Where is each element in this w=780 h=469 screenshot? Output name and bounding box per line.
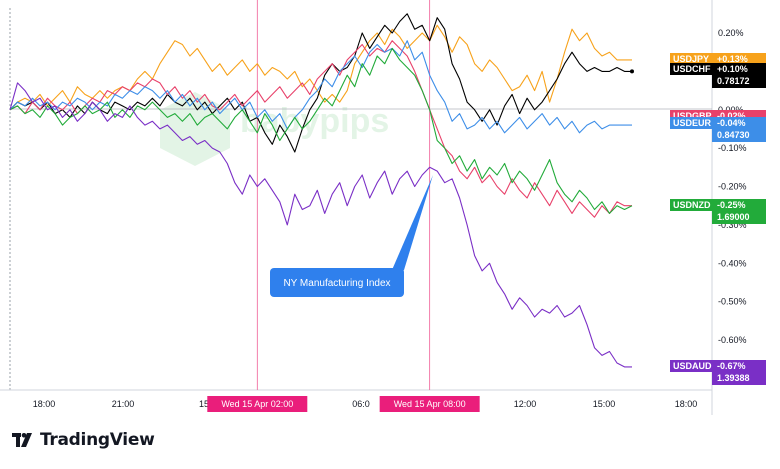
series-line-usdjpy (9, 24, 632, 111)
price-tag-symbol: USDJPY (673, 54, 709, 64)
y-tick-label: -0.20% (718, 182, 747, 192)
y-tick-label: 0.20% (718, 28, 744, 38)
annotation-callout: NY Manufacturing Index (270, 175, 433, 297)
date-marker-tag-bg (207, 396, 308, 412)
price-tag-price: 1.69000 (717, 212, 750, 222)
x-tick-label: 06:0 (352, 399, 370, 409)
tradingview-logo-icon (12, 433, 32, 447)
y-tick-label: -0.10% (718, 143, 747, 153)
price-tag-price: 0.84730 (717, 130, 750, 140)
x-tick-label: 21:00 (112, 399, 135, 409)
price-tag-symbol: USDGBP (673, 111, 712, 121)
y-tick-label: -0.30% (718, 220, 747, 230)
price-tag-value-bg (712, 360, 766, 385)
price-tag-percent: -0.04% (717, 118, 746, 128)
series-line-usdchf (9, 13, 632, 153)
price-tag-value-bg (712, 63, 766, 88)
y-tick-label: -0.50% (718, 297, 747, 307)
price-tag-usdaud: USDAUD -0.67% 1.39388 (670, 360, 766, 385)
price-tag-percent: +0.13% (717, 54, 748, 64)
callout-box (270, 268, 404, 297)
y-tick-label: -0.60% (718, 335, 747, 345)
price-tag-name-bg (670, 53, 712, 65)
date-marker-tag-bg (379, 396, 480, 412)
price-tag-percent: +0.10% (717, 64, 748, 74)
y-tick-label: 0.00% (718, 105, 744, 115)
series-line-usdgbp (9, 40, 632, 218)
price-tag-symbol: USDNZD (673, 200, 711, 210)
y-tick-label: -0.40% (718, 258, 747, 268)
price-tag-percent: -0.02% (717, 111, 746, 121)
date-marker-tag-text: Wed 15 Apr 08:00 (394, 399, 466, 409)
price-tag-symbol: USDCHF (673, 64, 711, 74)
x-tick-label: 18:00 (675, 399, 698, 409)
price-tag-value-bg (712, 53, 766, 65)
callout-pointer (392, 175, 433, 270)
x-tick-label: 12:00 (514, 399, 537, 409)
price-tag-symbol: USDAUD (673, 361, 712, 371)
x-axis-ticks: 18:00 21:00 15 06:0 12:00 15:00 18:00 (33, 399, 698, 409)
price-tag-name-bg (670, 117, 712, 129)
date-marker-tag-text: Wed 15 Apr 02:00 (221, 399, 293, 409)
series-line-usdeur (9, 40, 632, 134)
price-tag-percent: -0.67% (717, 361, 746, 371)
price-tag-usdnzd: USDNZD -0.25% 1.69000 (670, 199, 766, 224)
price-tag-symbol: USDEUR (673, 118, 712, 128)
price-tags: USDJPY+0.13%107.500USDGBP-0.02%USDNZD-0.… (670, 53, 766, 385)
price-tag-price: 0.78172 (717, 76, 750, 86)
series-line-usdaud (9, 82, 632, 368)
price-tag-value-bg (712, 199, 766, 224)
price-tag-price: 1.39388 (717, 373, 750, 383)
brand-name: TradingView (40, 430, 155, 450)
last-point-dot (630, 69, 634, 74)
price-tag-percent: -0.25% (717, 200, 746, 210)
x-tick-label: 15 (199, 399, 209, 409)
price-tag-name-bg (670, 199, 712, 211)
price-tag-name-bg (670, 360, 712, 372)
price-tag-usdchf: USDCHF +0.10% 0.78172 (670, 63, 766, 88)
x-tick-label: 18:00 (33, 399, 56, 409)
price-tag-usdeur: USDEUR -0.04% 0.84730 (670, 117, 766, 142)
tradingview-brand: TradingView (12, 430, 155, 450)
date-marker-tags: Wed 15 Apr 02:00 Wed 15 Apr 08:00 (207, 396, 480, 412)
series-layer (9, 13, 634, 368)
callout-text: NY Manufacturing Index (283, 278, 390, 289)
price-tag-name-bg (670, 63, 712, 75)
x-tick-label: 15:00 (593, 399, 616, 409)
price-tag-value-bg (712, 117, 766, 142)
